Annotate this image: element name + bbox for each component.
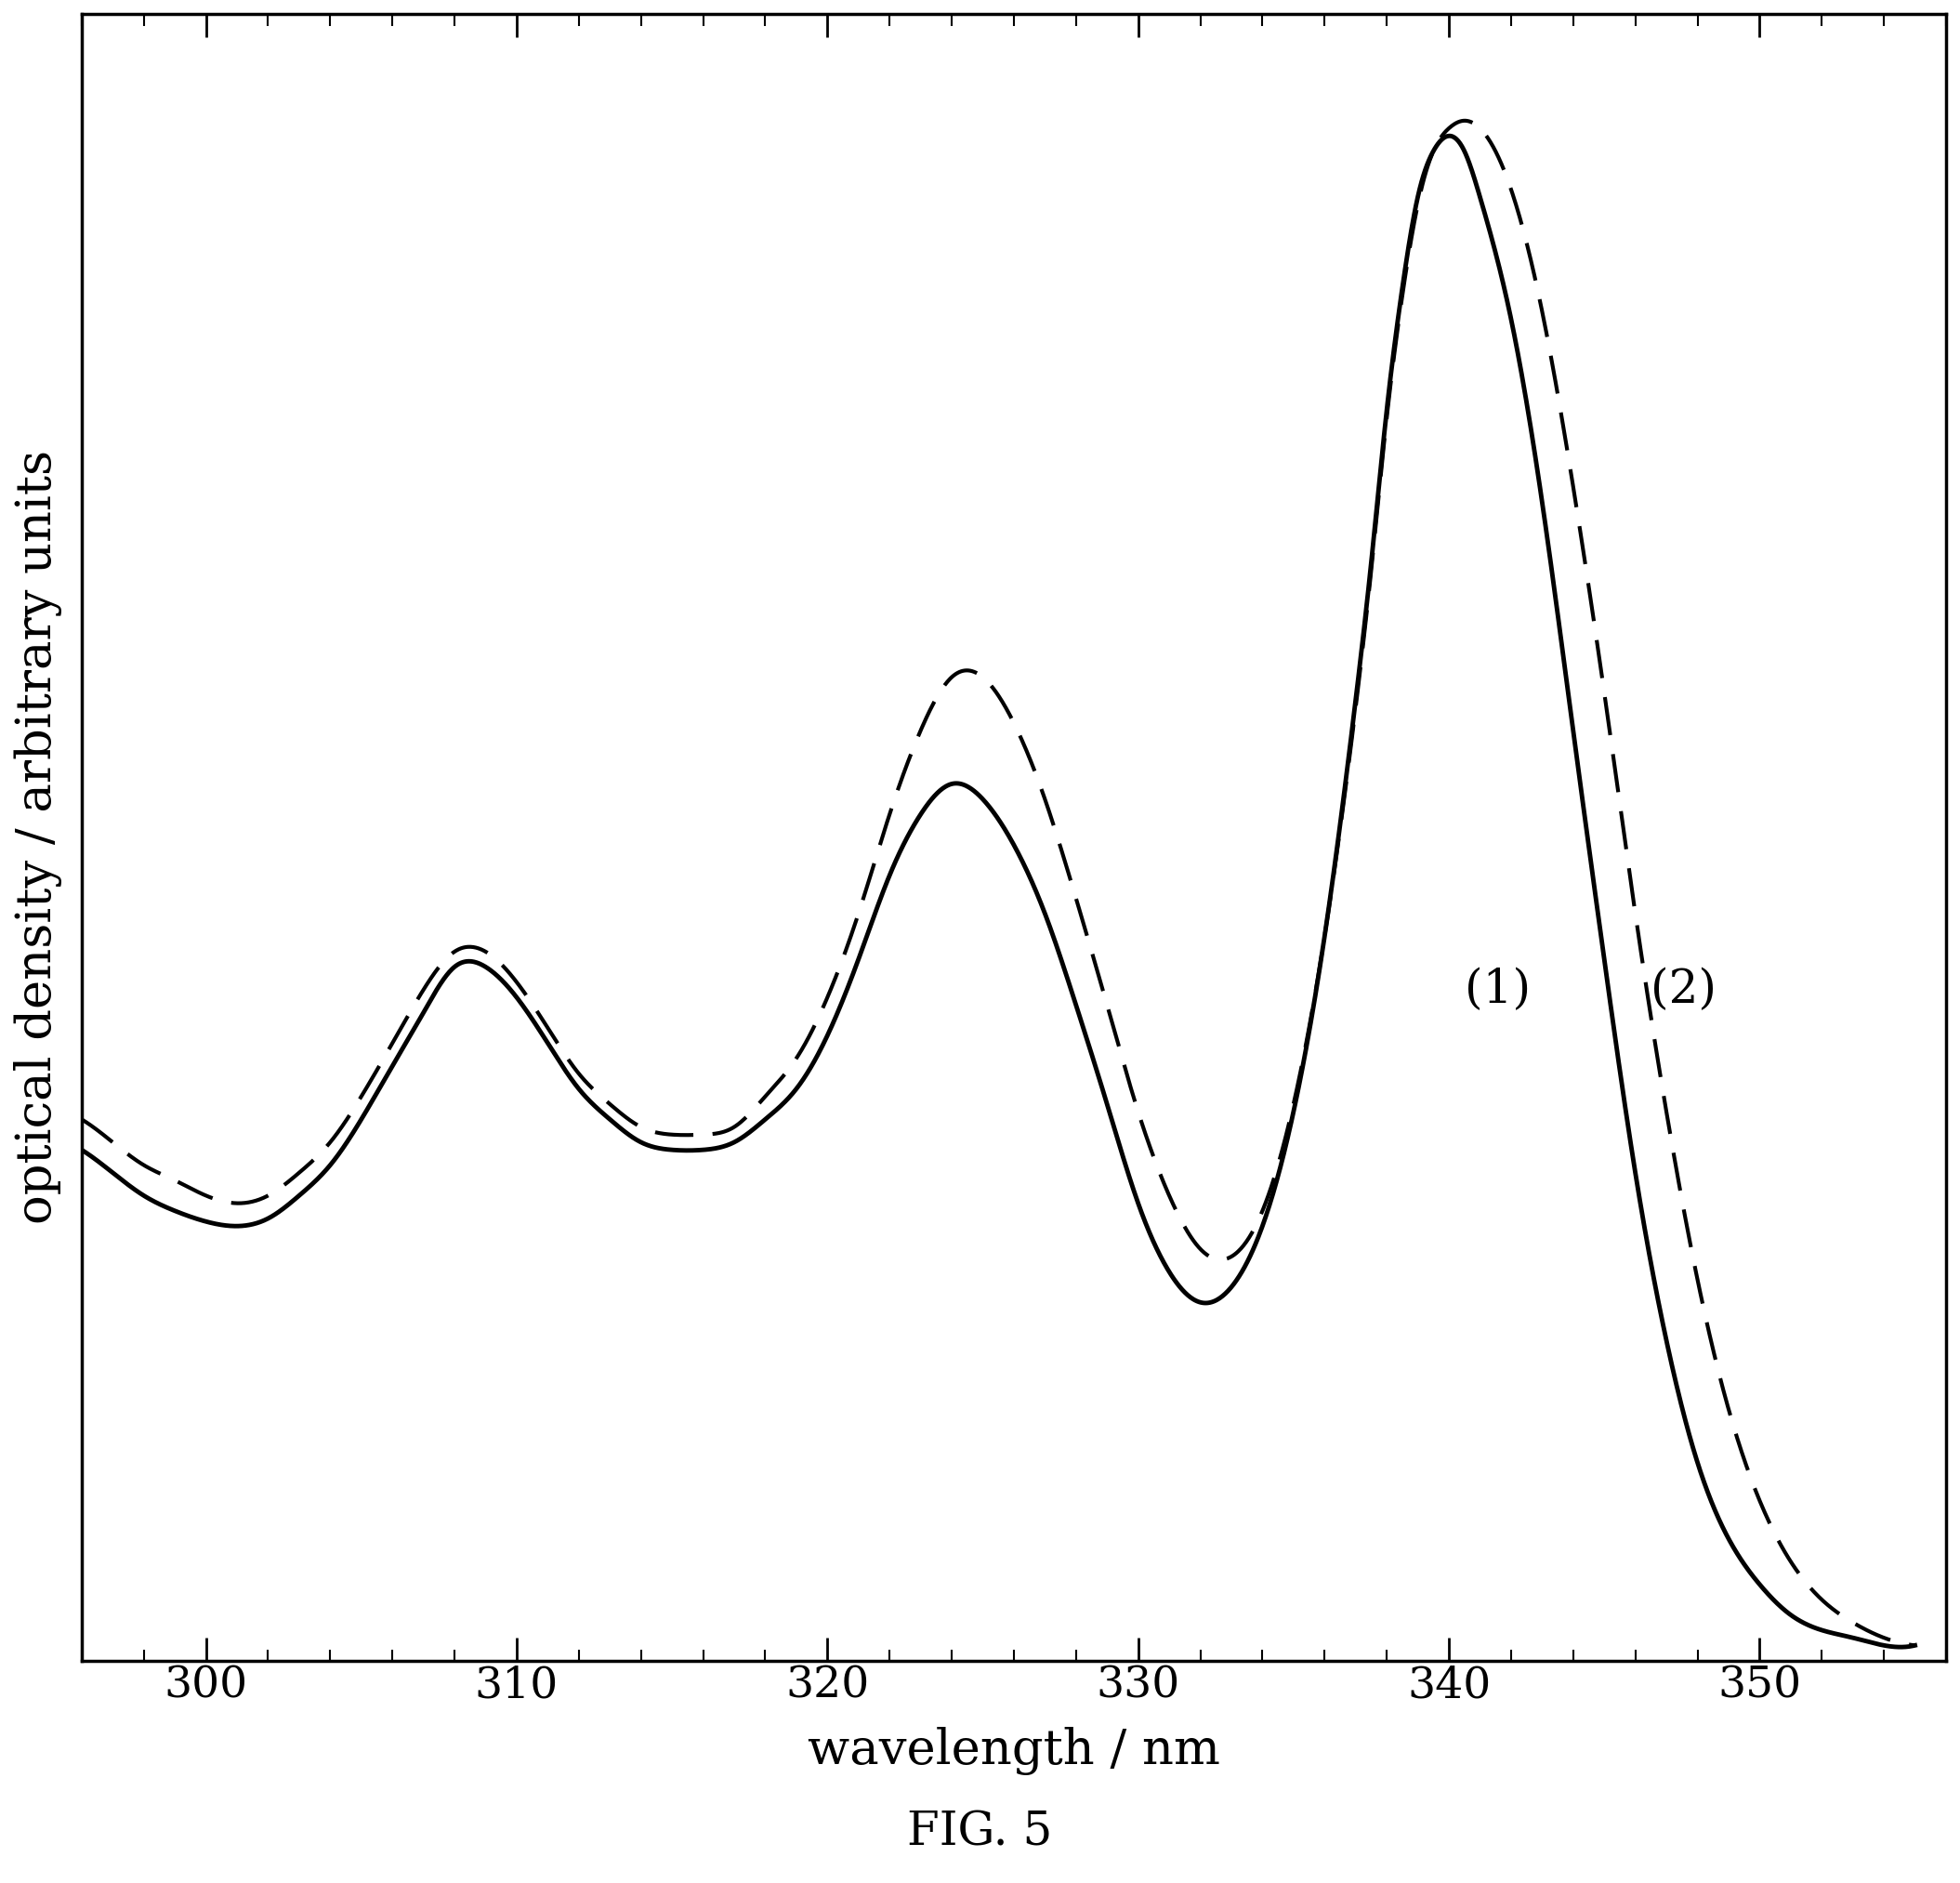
Text: FIG. 5: FIG. 5 (907, 1810, 1053, 1855)
Text: (1): (1) (1464, 966, 1531, 1013)
Y-axis label: optical density / arbitrary units: optical density / arbitrary units (14, 450, 63, 1224)
Text: (2): (2) (1650, 966, 1717, 1013)
X-axis label: wavelength / nm: wavelength / nm (808, 1727, 1221, 1776)
